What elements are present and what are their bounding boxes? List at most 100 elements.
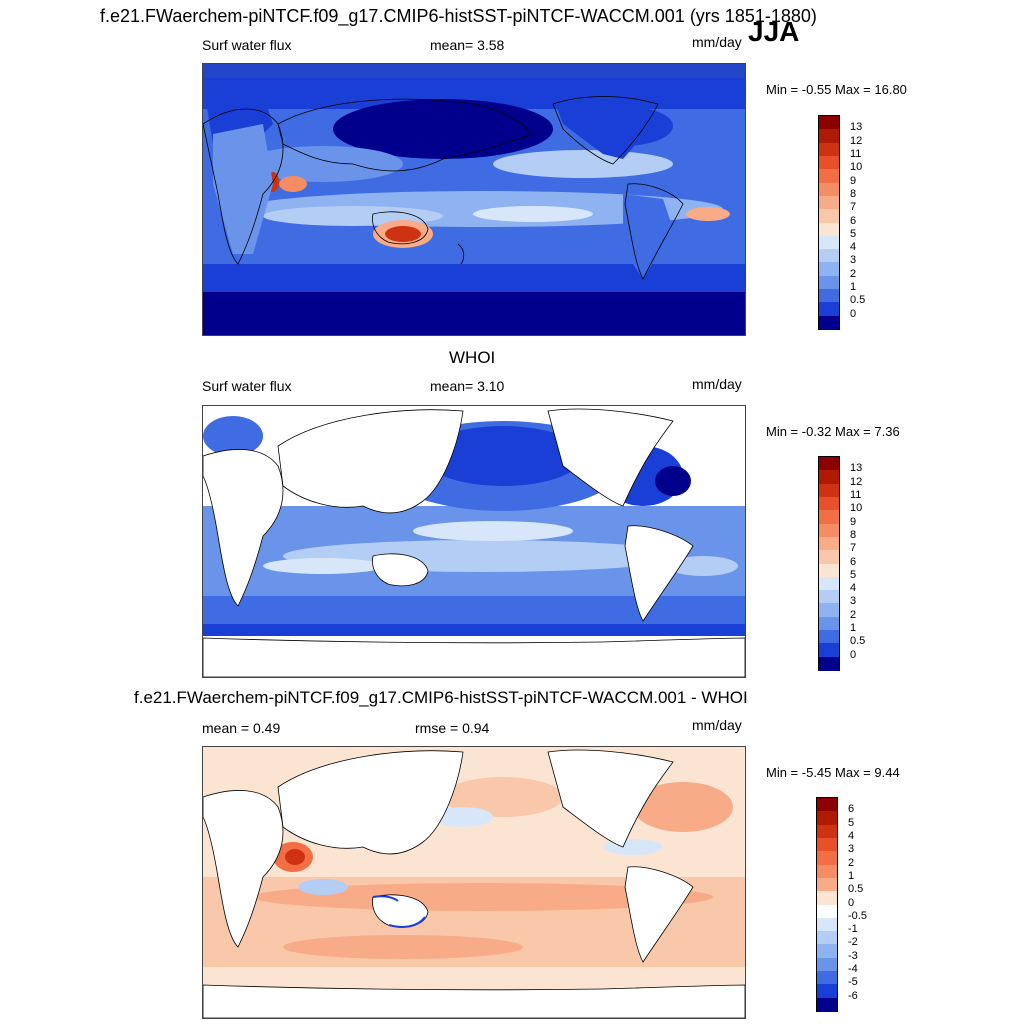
colorbar-tick-label: 3 [850, 254, 857, 267]
colorbar-tick-label: -4 [848, 963, 858, 976]
colorbar-tick-label: 0.5 [850, 635, 866, 648]
colorbar-tick-label: 6 [848, 803, 855, 816]
colorbar-tick-label: 11 [850, 147, 862, 160]
colorbar-segment [819, 195, 839, 210]
colorbar-tick-label: 12 [850, 475, 863, 488]
colorbar-segment [819, 630, 839, 644]
colorbar-segment [819, 142, 839, 157]
colorbar-tick-label: 5 [850, 568, 857, 581]
colorbar-segment [817, 851, 837, 866]
colorbar-tick-label: 8 [850, 187, 857, 200]
colorbar-tick-label: 2 [850, 608, 857, 621]
colorbar-segment [819, 116, 839, 130]
panel3-colorbar [816, 797, 838, 1012]
colorbar-segment [819, 616, 839, 631]
season-label: JJA [748, 16, 800, 47]
panel3-title: f.e21.FWaerchem-piNTCF.f09_g17.CMIP6-his… [134, 688, 748, 707]
colorbar-segment [819, 483, 839, 498]
colorbar-segment [817, 984, 837, 999]
panel3-mean: mean = 0.49 [202, 720, 281, 736]
colorbar-segment [817, 891, 837, 905]
colorbar-segment [819, 590, 839, 604]
colorbar-tick-label: 12 [850, 134, 863, 147]
colorbar-tick-label: 8 [850, 528, 857, 541]
colorbar-segment [817, 957, 837, 972]
colorbar-segment [819, 262, 839, 277]
panel2-title: WHOI [449, 348, 496, 367]
colorbar-tick-label: -0.5 [848, 909, 867, 922]
colorbar-segment [817, 944, 837, 959]
panel2-mean: mean= 3.10 [430, 378, 505, 394]
colorbar-segment [819, 129, 839, 144]
panel3-rmse: rmse = 0.94 [415, 720, 490, 736]
colorbar-segment [819, 302, 839, 317]
colorbar-tick-label: 7 [850, 542, 857, 555]
colorbar-tick-label: 11 [850, 488, 862, 501]
main-title: f.e21.FWaerchem-piNTCF.f09_g17.CMIP6-his… [100, 6, 817, 26]
colorbar-tick-label: 5 [848, 816, 855, 829]
colorbar-segment [817, 971, 837, 985]
colorbar-segment [819, 169, 839, 184]
colorbar-segment [817, 864, 837, 879]
colorbar-tick-label: 6 [850, 555, 857, 568]
panel2-map [202, 405, 746, 678]
colorbar-segment [819, 182, 839, 197]
colorbar-tick-label: 9 [850, 515, 857, 528]
colorbar-segment [819, 603, 839, 618]
colorbar-tick-label: -6 [848, 989, 858, 1002]
colorbar-segment [819, 209, 839, 223]
colorbar-tick-label: 0 [850, 307, 857, 320]
colorbar-tick-label: 13 [850, 462, 863, 475]
colorbar-segment [819, 496, 839, 511]
colorbar-segment [819, 470, 839, 485]
panel2-variable: Surf water flux [202, 378, 292, 394]
colorbar-tick-label: 9 [850, 174, 857, 187]
panel1-colorbar [818, 115, 840, 330]
colorbar-tick-label: 7 [850, 201, 857, 214]
colorbar-segment [817, 931, 837, 945]
colorbar-tick-label: 2 [850, 267, 857, 280]
colorbar-tick-label: -3 [848, 949, 858, 962]
colorbar-tick-label: 1 [850, 622, 857, 635]
colorbar-segment [817, 811, 837, 826]
colorbar-segment [817, 877, 837, 892]
colorbar-tick-label: 4 [850, 582, 857, 595]
colorbar-tick-label: 6 [850, 214, 857, 227]
colorbar-tick-label: 0.5 [850, 294, 866, 307]
colorbar-tick-label: 5 [850, 227, 857, 240]
colorbar-segment [819, 457, 839, 471]
colorbar-tick-label: 1 [848, 869, 855, 882]
colorbar-segment [819, 275, 839, 290]
colorbar-segment [819, 536, 839, 551]
colorbar-segment [819, 510, 839, 525]
colorbar-tick-label: 0 [848, 896, 855, 909]
colorbar-tick-label: 4 [848, 829, 855, 842]
colorbar-segment [817, 798, 837, 812]
colorbar-tick-label: 13 [850, 121, 863, 134]
colorbar-segment [819, 523, 839, 538]
panel1-minmax: Min = -0.55 Max = 16.80 [766, 82, 907, 97]
panel3-map [202, 746, 746, 1019]
panel3-minmax: Min = -5.45 Max = 9.44 [766, 765, 900, 780]
colorbar-segment [819, 289, 839, 303]
colorbar-segment [817, 904, 837, 919]
colorbar-tick-label: 3 [848, 843, 855, 856]
colorbar-segment [819, 563, 839, 578]
colorbar-tick-label: -1 [848, 923, 858, 936]
colorbar-segment [819, 315, 839, 330]
colorbar-tick-label: 3 [850, 595, 857, 608]
colorbar-tick-label: 1 [850, 281, 857, 294]
colorbar-segment [819, 249, 839, 263]
panel2-units: mm/day [692, 376, 742, 392]
colorbar-tick-label: 2 [848, 856, 855, 869]
colorbar-segment [819, 550, 839, 564]
panel1-units: mm/day [692, 34, 742, 50]
colorbar-tick-label: 4 [850, 241, 857, 254]
colorbar-segment [819, 643, 839, 658]
colorbar-segment [817, 824, 837, 839]
colorbar-segment [817, 997, 837, 1012]
colorbar-segment [819, 235, 839, 250]
colorbar-tick-label: 10 [850, 502, 863, 515]
panel1-mean: mean= 3.58 [430, 37, 505, 53]
colorbar-segment [819, 576, 839, 591]
